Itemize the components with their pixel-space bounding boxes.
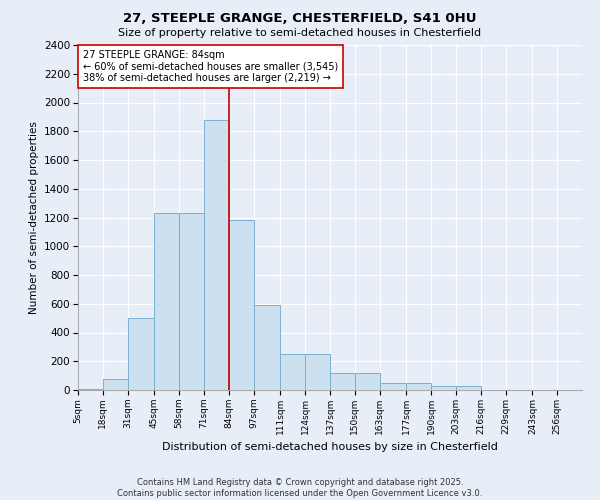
Bar bbox=[154, 213, 179, 390]
Text: 27 STEEPLE GRANGE: 84sqm
← 60% of semi-detached houses are smaller (3,545)
38% o: 27 STEEPLE GRANGE: 84sqm ← 60% of semi-d… bbox=[83, 50, 338, 84]
Bar bbox=[380, 383, 406, 390]
Bar bbox=[280, 354, 305, 390]
Bar bbox=[179, 213, 204, 390]
Bar bbox=[103, 378, 128, 390]
Bar bbox=[204, 120, 229, 390]
Bar bbox=[330, 373, 355, 390]
Bar bbox=[128, 318, 154, 390]
Bar bbox=[78, 388, 103, 390]
Y-axis label: Number of semi-detached properties: Number of semi-detached properties bbox=[29, 121, 38, 314]
Text: 27, STEEPLE GRANGE, CHESTERFIELD, S41 0HU: 27, STEEPLE GRANGE, CHESTERFIELD, S41 0H… bbox=[123, 12, 477, 26]
Bar bbox=[431, 386, 456, 390]
Bar bbox=[355, 373, 380, 390]
Bar bbox=[229, 220, 254, 390]
X-axis label: Distribution of semi-detached houses by size in Chesterfield: Distribution of semi-detached houses by … bbox=[162, 442, 498, 452]
Bar bbox=[254, 305, 280, 390]
Bar bbox=[456, 386, 481, 390]
Bar bbox=[305, 354, 330, 390]
Bar bbox=[406, 383, 431, 390]
Text: Size of property relative to semi-detached houses in Chesterfield: Size of property relative to semi-detach… bbox=[118, 28, 482, 38]
Text: Contains HM Land Registry data © Crown copyright and database right 2025.
Contai: Contains HM Land Registry data © Crown c… bbox=[118, 478, 482, 498]
